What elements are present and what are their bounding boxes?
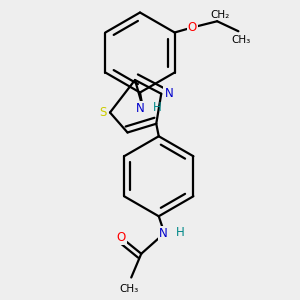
Text: CH₃: CH₃: [231, 35, 250, 45]
Text: CH₃: CH₃: [119, 284, 138, 294]
Text: H: H: [176, 226, 184, 239]
Text: H: H: [153, 101, 162, 114]
Text: CH₂: CH₂: [210, 10, 229, 20]
Text: N: N: [159, 227, 168, 240]
Text: S: S: [99, 106, 106, 119]
Text: N: N: [164, 87, 173, 100]
Text: N: N: [136, 102, 144, 115]
Text: O: O: [117, 231, 126, 244]
Text: O: O: [188, 21, 197, 34]
